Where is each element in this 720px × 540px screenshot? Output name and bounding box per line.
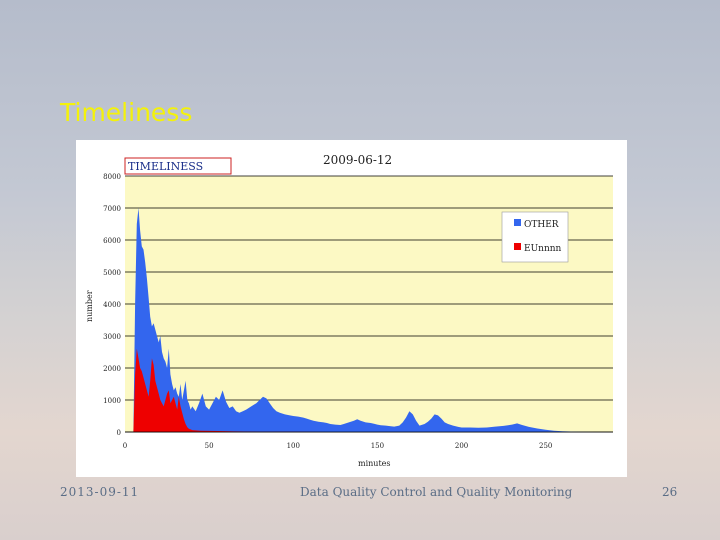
x-axis-label: minutes bbox=[358, 459, 391, 468]
legend-label-other: OTHER bbox=[524, 220, 559, 230]
chart-logo: TIMELINESS bbox=[128, 160, 203, 173]
logo-frame bbox=[124, 157, 232, 175]
y-tick-label: 4000 bbox=[103, 301, 121, 309]
x-tick-label: 250 bbox=[539, 442, 552, 450]
y-tick-label: 6000 bbox=[103, 237, 121, 245]
x-tick-label: 200 bbox=[455, 442, 468, 450]
chart-panel: TIMELINESS 2009-06-12 0 1000 2000 3000 4000 5… bbox=[76, 140, 627, 477]
chart-title: 2009-06-12 bbox=[323, 153, 392, 167]
legend-box bbox=[501, 211, 569, 263]
series-eu-area bbox=[125, 348, 613, 432]
footer-date: 2013-09-11 bbox=[60, 485, 140, 499]
y-tick-label: 2000 bbox=[103, 365, 121, 373]
legend-swatch-eu bbox=[514, 243, 521, 250]
y-tick-label: 7000 bbox=[103, 205, 121, 213]
footer-title: Data Quality Control and Quality Monitor… bbox=[300, 485, 573, 499]
x-tick-label: 150 bbox=[371, 442, 384, 450]
y-tick-label: 0 bbox=[117, 429, 121, 437]
x-tick-label: 0 bbox=[123, 442, 127, 450]
y-tick-label: 1000 bbox=[103, 397, 121, 405]
x-tick-label: 100 bbox=[287, 442, 300, 450]
x-tick-label: 50 bbox=[205, 442, 214, 450]
slide-title: Timeliness bbox=[60, 98, 193, 127]
y-tick-label: 5000 bbox=[103, 269, 121, 277]
y-tick-label: 8000 bbox=[103, 173, 121, 181]
page-number: 26 bbox=[662, 485, 678, 499]
timeliness-chart: TIMELINESS 2009-06-12 010002000300040005… bbox=[85, 153, 613, 468]
y-tick-label: 3000 bbox=[103, 333, 121, 341]
legend-label-eu: EUnnnn bbox=[524, 244, 562, 254]
legend: OTHER EUnnnn bbox=[501, 211, 569, 263]
y-axis-label: number bbox=[85, 290, 94, 322]
legend-swatch-other bbox=[514, 219, 521, 226]
